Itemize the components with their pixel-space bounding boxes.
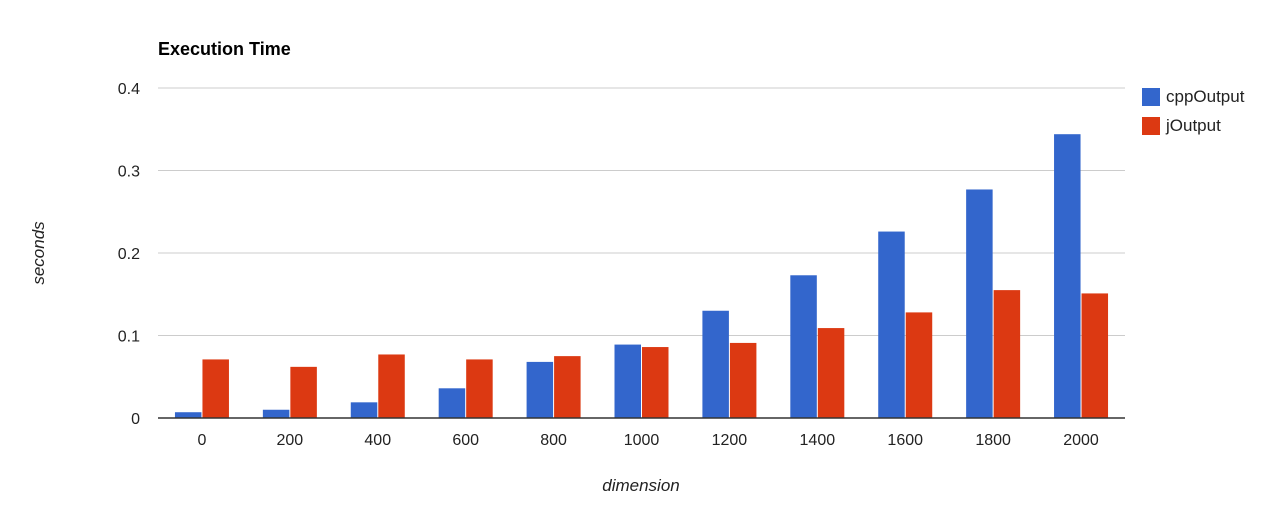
bar-cppOutput-400 <box>350 402 378 418</box>
x-tick-label: 200 <box>277 432 304 449</box>
bar-jOutput-1800 <box>993 290 1021 418</box>
y-tick-label: 0.1 <box>118 329 140 346</box>
bar-cppOutput-1800 <box>966 189 993 418</box>
bar-jOutput-0 <box>202 359 229 418</box>
x-tick-label: 1600 <box>887 432 923 449</box>
bar-cppOutput-600 <box>438 388 466 418</box>
chart-title: Execution Time <box>158 39 291 59</box>
legend-label-cppOutput: cppOutput <box>1166 87 1245 106</box>
bar-jOutput-600 <box>466 359 493 418</box>
x-tick-label: 1000 <box>624 432 660 449</box>
legend-swatch-cppOutput <box>1142 88 1160 106</box>
x-axis-title: dimension <box>602 476 680 495</box>
bar-cppOutput-0 <box>174 412 202 418</box>
gridlines <box>158 87 1125 336</box>
x-tick-label: 1400 <box>800 432 836 449</box>
y-tick-label: 0.3 <box>118 164 140 181</box>
bar-cppOutput-1400 <box>790 275 817 418</box>
x-axis-ticks: 0 200 400 600 800 1000 1200 1400 1600 1800 2000 <box>198 432 1099 449</box>
bar-cppOutput-1000 <box>614 344 641 418</box>
y-axis-title: seconds <box>29 221 48 285</box>
legend-label-jOutput: jOutput <box>1165 116 1221 135</box>
bar-jOutput-200 <box>290 366 317 418</box>
x-tick-label: 600 <box>452 432 479 449</box>
bar-cppOutput-1200 <box>702 310 729 418</box>
x-tick-label: 1200 <box>712 432 748 449</box>
y-tick-label: 0.4 <box>118 81 140 98</box>
bar-jOutput-1000 <box>642 347 669 418</box>
bars <box>174 134 1109 418</box>
bar-jOutput-1200 <box>729 342 757 418</box>
legend-swatch-jOutput <box>1142 117 1160 135</box>
bar-jOutput-1400 <box>817 328 845 418</box>
bar-cppOutput-800 <box>526 361 554 418</box>
bar-cppOutput-2000 <box>1054 134 1081 418</box>
bar-jOutput-800 <box>554 356 581 418</box>
x-tick-label: 0 <box>198 432 207 449</box>
bar-jOutput-1600 <box>905 312 933 418</box>
bar-jOutput-400 <box>378 354 405 418</box>
x-tick-label: 2000 <box>1063 432 1099 449</box>
y-axis-ticks: 0 0.1 0.2 0.3 0.4 <box>118 81 140 428</box>
x-tick-label: 1800 <box>975 432 1011 449</box>
bar-cppOutput-200 <box>262 409 290 418</box>
x-tick-label: 800 <box>540 432 567 449</box>
legend: cppOutput jOutput <box>1142 87 1245 135</box>
x-tick-label: 400 <box>364 432 391 449</box>
bar-jOutput-2000 <box>1081 293 1109 418</box>
y-tick-label: 0.2 <box>118 246 140 263</box>
y-tick-label: 0 <box>131 411 140 428</box>
bar-cppOutput-1600 <box>878 231 905 418</box>
